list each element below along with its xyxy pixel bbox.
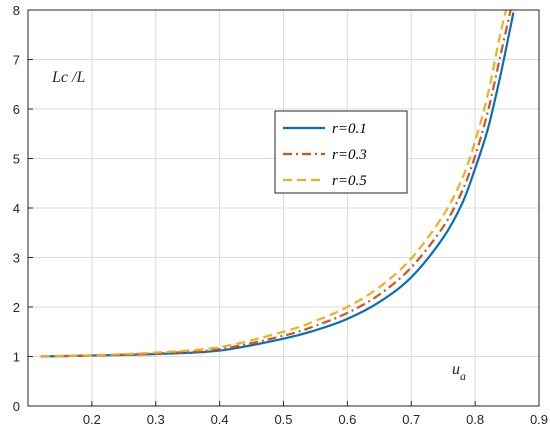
y-tick-label: 5: [13, 152, 20, 167]
series-layer: [40, 10, 515, 358]
x-tick-label: 0.8: [466, 412, 484, 427]
x-tick-label: 0.9: [530, 412, 548, 427]
x-tick-label: 0.5: [274, 412, 292, 427]
legend-label: r=0.1: [332, 121, 367, 137]
y-tick-label: 1: [13, 350, 20, 365]
y-tick-label: 4: [13, 201, 20, 216]
series-line-r=0.5: [40, 10, 508, 358]
x-tick-label: 0.3: [147, 412, 165, 427]
y-tick-label: 7: [13, 53, 20, 68]
x-annotation: ua: [452, 361, 466, 383]
y-tick-labels: 0 1 2 3 4 5 6 7 8: [13, 3, 20, 414]
legend-label: r=0.5: [332, 173, 367, 189]
y-tick-label: 6: [13, 102, 20, 117]
x-tick-label: 0.6: [338, 412, 356, 427]
legend: r=0.1 r=0.3 r=0.5: [274, 110, 408, 194]
x-tick-label: 0.7: [402, 412, 420, 427]
y-tick-label: 8: [13, 3, 20, 18]
y-tick-label: 3: [13, 251, 20, 266]
series-line-r=0.3: [40, 10, 512, 358]
legend-label: r=0.3: [332, 147, 367, 163]
x-tick-label: 0.4: [211, 412, 229, 427]
tick-marks: [28, 9, 540, 407]
x-tick-labels: 0.2 0.3 0.4 0.5 0.6 0.7 0.8 0.9: [83, 412, 548, 427]
y-tick-label: 2: [13, 300, 20, 315]
x-tick-label: 0.2: [83, 412, 101, 427]
y-annotation: Lc /L: [51, 69, 85, 86]
y-tick-label: 0: [13, 399, 20, 414]
